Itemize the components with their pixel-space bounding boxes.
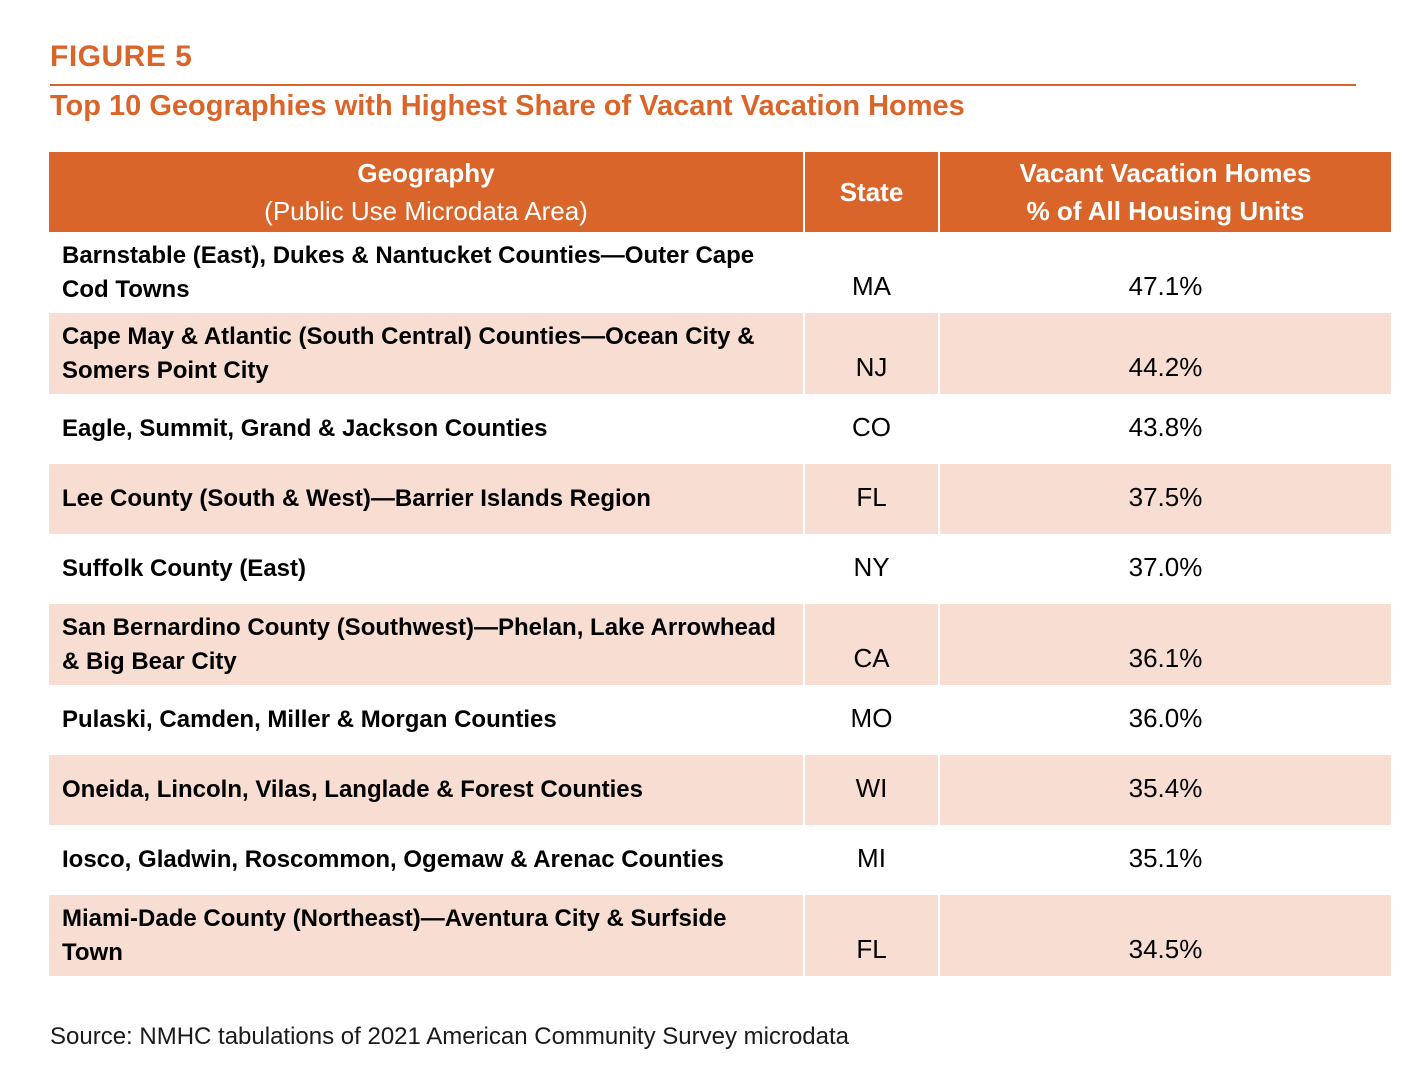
table-row: Lee County (South & West)—Barrier Island… <box>49 464 1391 534</box>
share-value: 36.0% <box>1128 702 1203 733</box>
state-cell: MA <box>804 232 940 313</box>
share-cell: 44.2% <box>939 313 1391 394</box>
header-geography-sublabel: (Public Use Microdata Area) <box>264 196 588 226</box>
table-row: San Bernardino County (Southwest)—Phelan… <box>49 604 1391 685</box>
state-cell: CA <box>804 604 940 685</box>
figure-label: FIGURE 5 <box>50 40 193 73</box>
share-cell: 47.1% <box>939 232 1391 313</box>
state-value: FL <box>856 934 887 964</box>
header-geography-label: Geography <box>357 158 495 188</box>
table-row: Miami-Dade County (Northeast)—Aventura C… <box>49 895 1391 976</box>
state-value: CO <box>852 411 891 442</box>
geography-cell: Suffolk County (East) <box>49 534 805 604</box>
share-value: 43.8% <box>1128 411 1203 442</box>
state-cell: NJ <box>804 313 940 394</box>
state-cell: CO <box>804 394 940 464</box>
share-cell: 36.0% <box>939 685 1391 755</box>
share-value: 44.2% <box>1128 352 1203 382</box>
geography-cell: Pulaski, Camden, Miller & Morgan Countie… <box>49 685 805 755</box>
figure-title: Top 10 Geographies with Highest Share of… <box>50 90 965 122</box>
share-cell: 37.0% <box>939 534 1391 604</box>
state-cell: FL <box>804 895 940 976</box>
share-cell: 43.8% <box>939 394 1391 464</box>
geography-cell: Cape May & Atlantic (South Central) Coun… <box>49 313 805 394</box>
geography-cell: Eagle, Summit, Grand & Jackson Counties <box>49 394 805 464</box>
share-value: 37.0% <box>1128 551 1203 582</box>
header-share: Vacant Vacation Homes % of All Housing U… <box>939 152 1391 232</box>
share-value: 35.1% <box>1128 842 1203 873</box>
state-value: CA <box>853 643 890 673</box>
state-value: FL <box>856 481 887 512</box>
table-row: Barnstable (East), Dukes & Nantucket Cou… <box>49 232 1391 313</box>
share-cell: 35.4% <box>939 755 1391 825</box>
state-cell: FL <box>804 464 940 534</box>
share-cell: 35.1% <box>939 825 1391 895</box>
state-value: MI <box>857 842 886 873</box>
state-value: MO <box>850 702 893 733</box>
share-cell: 34.5% <box>939 895 1391 976</box>
share-value: 37.5% <box>1128 481 1203 512</box>
vacation-homes-table: Geography (Public Use Microdata Area) St… <box>49 152 1391 976</box>
geography-cell: Lee County (South & West)—Barrier Island… <box>49 464 805 534</box>
state-cell: WI <box>804 755 940 825</box>
table-row: Oneida, Lincoln, Vilas, Langlade & Fores… <box>49 755 1391 825</box>
table-row: Suffolk County (East) NY 37.0% <box>49 534 1391 604</box>
table-row: Cape May & Atlantic (South Central) Coun… <box>49 313 1391 394</box>
state-cell: MI <box>804 825 940 895</box>
header-geography: Geography (Public Use Microdata Area) <box>49 152 805 232</box>
share-value: 34.5% <box>1128 934 1203 964</box>
header-share-line1: Vacant Vacation Homes <box>1019 158 1312 188</box>
share-value: 36.1% <box>1128 643 1203 673</box>
geography-cell: San Bernardino County (Southwest)—Phelan… <box>49 604 805 685</box>
header-share-line2: % of All Housing Units <box>1026 196 1305 226</box>
share-cell: 36.1% <box>939 604 1391 685</box>
header-state: State <box>804 152 940 232</box>
geography-cell: Iosco, Gladwin, Roscommon, Ogemaw & Aren… <box>49 825 805 895</box>
state-value: WI <box>855 772 888 803</box>
table-row: Iosco, Gladwin, Roscommon, Ogemaw & Aren… <box>49 825 1391 895</box>
state-cell: NY <box>804 534 940 604</box>
title-divider <box>50 84 1356 86</box>
share-cell: 37.5% <box>939 464 1391 534</box>
share-value: 35.4% <box>1128 772 1203 803</box>
table-header-row: Geography (Public Use Microdata Area) St… <box>49 152 1391 232</box>
table-row: Eagle, Summit, Grand & Jackson Counties … <box>49 394 1391 464</box>
geography-cell: Barnstable (East), Dukes & Nantucket Cou… <box>49 232 805 313</box>
state-value: NJ <box>855 352 888 382</box>
state-cell: MO <box>804 685 940 755</box>
geography-cell: Miami-Dade County (Northeast)—Aventura C… <box>49 895 805 976</box>
state-value: MA <box>852 271 891 301</box>
header-state-label: State <box>839 177 904 207</box>
source-note: Source: NMHC tabulations of 2021 America… <box>50 1023 850 1050</box>
table-row: Pulaski, Camden, Miller & Morgan Countie… <box>49 685 1391 755</box>
share-value: 47.1% <box>1128 271 1203 301</box>
geography-cell: Oneida, Lincoln, Vilas, Langlade & Fores… <box>49 755 805 825</box>
state-value: NY <box>853 551 890 582</box>
